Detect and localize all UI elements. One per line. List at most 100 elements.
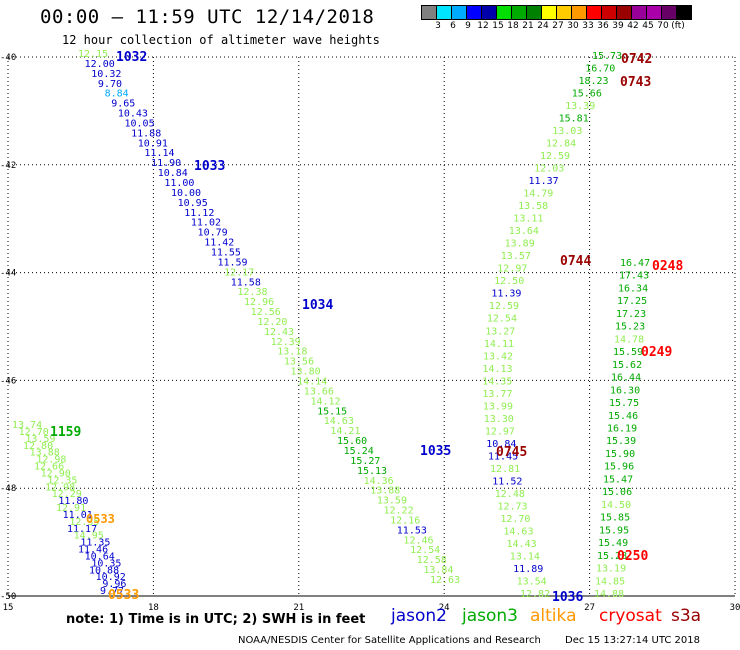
wave-height-value: 10.64	[85, 551, 115, 562]
wave-height-value: 12.82	[520, 589, 550, 600]
wave-height-value: 15.95	[599, 525, 629, 536]
pass-time-label: 0745	[496, 445, 527, 460]
wave-height-value: 10.00	[171, 188, 201, 199]
wave-height-value: 14.35	[482, 376, 512, 387]
color-scale	[421, 5, 692, 20]
wave-height-value: 13.80	[291, 367, 321, 378]
wave-height-value: 15.60	[337, 436, 367, 447]
wave-height-value: 13.19	[596, 564, 626, 575]
wave-height-value: 17.43	[619, 271, 649, 282]
scale-label: 33	[582, 21, 594, 31]
scale-label: 30	[567, 21, 579, 31]
wave-height-value: 12.70	[500, 514, 530, 525]
pass-time-label: 0248	[652, 259, 683, 274]
footer-timestamp: Dec 15 13:27:14 UTC 2018	[565, 635, 700, 646]
wave-height-value: 13.58	[518, 201, 548, 212]
wave-height-value: 10.84	[486, 439, 516, 450]
wave-height-value: 16.70	[585, 64, 615, 75]
wave-height-value: 11.89	[513, 564, 543, 575]
scale-label: 70	[657, 21, 669, 31]
page-subtitle: 12 hour collection of altimeter wave hei…	[62, 33, 380, 47]
wave-height-value: 13.39	[565, 101, 595, 112]
wave-height-value: 12.70	[19, 427, 49, 438]
wave-height-value: 13.11	[513, 214, 543, 225]
pass-time-label: 0744	[560, 254, 591, 269]
scale-label: 42	[627, 21, 639, 31]
wave-height-value: 12.80	[23, 441, 53, 452]
legend-item-jason3: jason3	[462, 606, 518, 626]
wave-height-value: 16.47	[620, 258, 650, 269]
wave-height-value: 10.43	[118, 109, 148, 120]
pass-time-label: 1033	[194, 159, 225, 174]
wave-height-value: 12.98	[36, 455, 66, 466]
wave-height-value: 12.20	[257, 317, 287, 328]
wave-height-value: 17.23	[616, 309, 646, 320]
scale-label: 21	[522, 21, 534, 31]
wave-height-value: 13.18	[277, 347, 307, 358]
wave-height-value: 10.35	[91, 558, 121, 569]
pass-time-label: 1036	[552, 590, 583, 605]
scale-label: 15	[492, 21, 504, 31]
scale-label: 36	[597, 21, 609, 31]
wave-height-value: 13.88	[30, 448, 60, 459]
y-tick-label: -44	[0, 269, 16, 279]
wave-height-value: 12.66	[34, 462, 64, 473]
wave-height-value: 12.29	[52, 489, 82, 500]
pass-time-label: 0743	[620, 75, 651, 90]
wave-height-value: 12.59	[489, 301, 519, 312]
pass-time-label: 1159	[50, 425, 81, 440]
x-tick-label: 15	[3, 603, 14, 613]
wave-height-value: 12.54	[487, 314, 517, 325]
pass-time-label: 0533	[108, 588, 139, 603]
wave-height-value: 13.77	[482, 389, 512, 400]
wave-height-value: 12.56	[251, 307, 281, 318]
wave-height-value: 12.00	[85, 59, 115, 70]
wave-height-value: 13.42	[483, 351, 513, 362]
wave-height-value: 14.50	[601, 500, 631, 511]
wave-height-value: 0533	[86, 512, 115, 526]
y-tick-label: -42	[0, 161, 16, 171]
wave-height-value: 13.84	[423, 565, 453, 576]
scale-label: 24	[537, 21, 549, 31]
scale-label: 6	[450, 21, 456, 31]
wave-height-value: 15.13	[357, 466, 387, 477]
wave-height-value: 11.53	[397, 525, 427, 536]
wave-height-value: 11.14	[144, 148, 174, 159]
wave-height-value: 12.91	[56, 503, 86, 514]
wave-height-value: 16.44	[611, 373, 641, 384]
wave-height-value: 10.95	[178, 198, 208, 209]
x-tick-label: 18	[148, 603, 159, 613]
wave-height-value: 12.54	[410, 545, 440, 556]
legend-item-jason2: jason2	[391, 606, 447, 626]
pass-time-label: 0250	[617, 549, 648, 564]
wave-height-value: 12.35	[47, 475, 77, 486]
wave-height-value: 10.91	[138, 138, 168, 149]
wave-height-value: 12.46	[403, 535, 433, 546]
wave-height-value: 13.99	[483, 401, 513, 412]
wave-height-value: 15.46	[608, 411, 638, 422]
x-tick-label: 24	[439, 603, 450, 613]
wave-height-value: 15.66	[572, 89, 602, 100]
scale-label: 18	[507, 21, 519, 31]
wave-height-value: 11.52	[492, 476, 522, 487]
wave-height-value: 12.97	[485, 426, 515, 437]
footer-note: note: 1) Time is in UTC; 2) SWH is in fe…	[66, 612, 366, 627]
wave-height-value: 14.11	[484, 339, 514, 350]
wave-height-value: 14.95	[74, 531, 104, 542]
wave-height-value: 14.13	[482, 364, 512, 375]
wave-height-value: 12.50	[494, 276, 524, 287]
wave-height-value: 11.80	[58, 496, 88, 507]
wave-height-value: 12.03	[534, 164, 564, 175]
wave-height-value: 12.43	[264, 327, 294, 338]
page-title: 00:00 – 11:59 UTC 12/14/2018	[40, 6, 375, 28]
pass-time-label: 1034	[302, 298, 333, 313]
y-tick-label: -46	[0, 376, 16, 386]
wave-height-value: 12.39	[271, 337, 301, 348]
wave-height-value: 15.23	[615, 322, 645, 333]
wave-height-value: 14.21	[330, 426, 360, 437]
pass-time-label: 0249	[641, 345, 672, 360]
scale-label: 39	[612, 21, 624, 31]
wave-height-value: 14.43	[507, 539, 537, 550]
wave-height-value: 15.15	[317, 406, 347, 417]
